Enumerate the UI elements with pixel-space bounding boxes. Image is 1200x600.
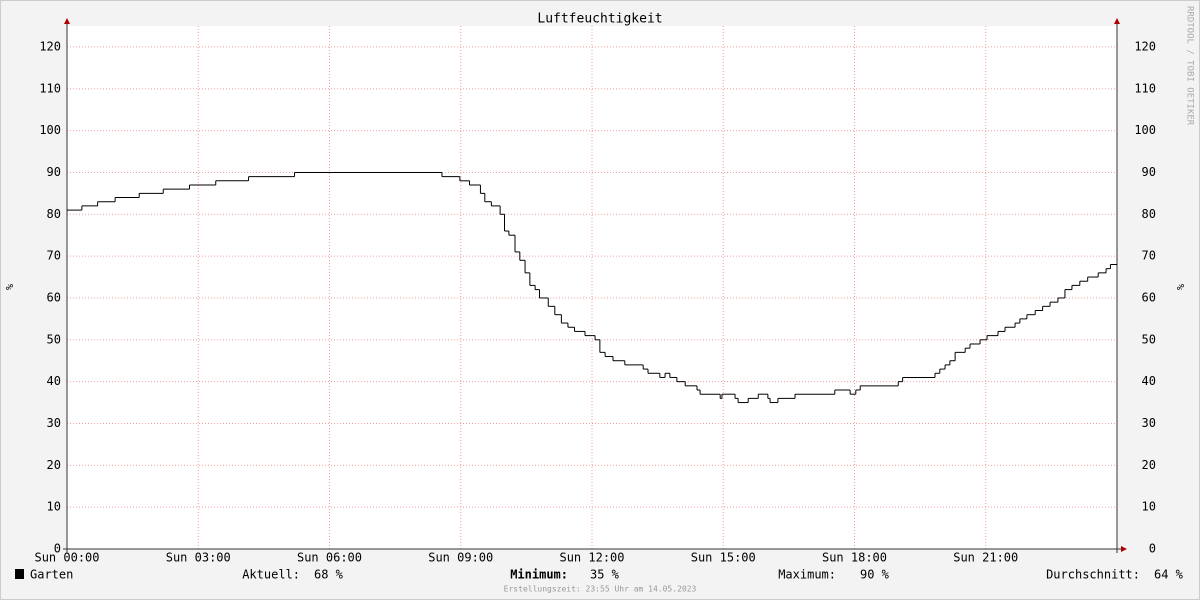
axis-arrow xyxy=(1114,18,1120,24)
footer: Erstellungszeit: 23:55 Uhr am 14.05.2023 xyxy=(504,585,697,594)
chart-title: Luftfeuchtigkeit xyxy=(537,12,662,27)
y-tick-label: 30 xyxy=(47,416,61,430)
y2-tick-label: 110 xyxy=(1134,81,1156,95)
x-tick-label: Sun 00:00 xyxy=(34,551,99,565)
y2-tick-label: 80 xyxy=(1142,207,1156,221)
x-tick-label: Sun 09:00 xyxy=(428,551,493,565)
y2-tick-label: 120 xyxy=(1134,39,1156,53)
watermark: RRDTOOL / TOBI OETIKER xyxy=(1185,6,1195,126)
stat-value: 68 % xyxy=(314,568,344,582)
legend-swatch xyxy=(15,569,24,579)
y-tick-label: 0 xyxy=(54,542,61,556)
y2-tick-label: 40 xyxy=(1142,374,1156,388)
x-tick-label: Sun 03:00 xyxy=(166,551,231,565)
y2-tick-label: 30 xyxy=(1142,416,1156,430)
y-tick-label: 120 xyxy=(39,39,61,53)
y2-tick-label: 100 xyxy=(1134,123,1156,137)
y2-tick-label: 10 xyxy=(1142,500,1156,514)
stat-label: Maximum: xyxy=(778,568,836,582)
y2-label: % xyxy=(1174,284,1185,290)
stat-label: Aktuell: xyxy=(242,568,300,582)
y-tick-label: 40 xyxy=(47,374,61,388)
y2-tick-label: 70 xyxy=(1142,249,1156,263)
y-tick-label: 90 xyxy=(47,165,61,179)
y-tick-label: 20 xyxy=(47,458,61,472)
y-tick-label: 60 xyxy=(47,290,61,304)
y2-tick-label: 20 xyxy=(1142,458,1156,472)
x-tick-label: Sun 06:00 xyxy=(297,551,362,565)
y-tick-label: 100 xyxy=(39,123,61,137)
stat-value: 90 % xyxy=(860,568,890,582)
axis-arrow xyxy=(1121,546,1127,552)
y-label: % xyxy=(5,284,16,290)
y2-tick-label: 60 xyxy=(1142,290,1156,304)
y2-tick-label: 50 xyxy=(1142,332,1156,346)
y-tick-label: 80 xyxy=(47,207,61,221)
y-tick-label: 70 xyxy=(47,249,61,263)
stat-value: 35 % xyxy=(590,568,620,582)
x-tick-label: Sun 15:00 xyxy=(691,551,756,565)
axis-arrow xyxy=(64,18,70,24)
y-tick-label: 110 xyxy=(39,81,61,95)
x-tick-label: Sun 21:00 xyxy=(953,551,1018,565)
legend-label: Garten xyxy=(30,568,73,582)
y2-tick-label: 0 xyxy=(1149,542,1156,556)
stat-label: Minimum: xyxy=(510,568,568,582)
x-tick-label: Sun 12:00 xyxy=(559,551,624,565)
y2-tick-label: 90 xyxy=(1142,165,1156,179)
x-tick-label: Sun 18:00 xyxy=(822,551,887,565)
stat-value: 64 % xyxy=(1154,568,1184,582)
y-tick-label: 10 xyxy=(47,500,61,514)
stat-label: Durchschnitt: xyxy=(1046,568,1140,582)
y-tick-label: 50 xyxy=(47,332,61,346)
